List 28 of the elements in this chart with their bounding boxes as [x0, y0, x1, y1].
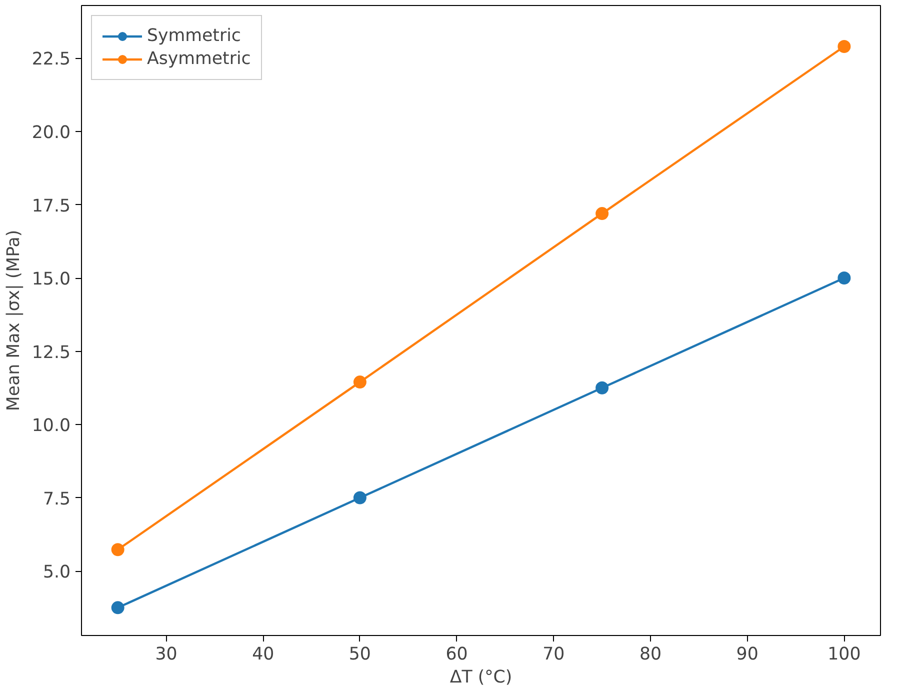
point — [111, 543, 124, 556]
y-tick-label: 20.0 — [32, 123, 71, 143]
y-tick-label: 22.5 — [32, 50, 71, 70]
y-tick-label: 15.0 — [32, 270, 71, 290]
legend-label: Symmetric — [147, 26, 241, 46]
point — [596, 207, 609, 220]
y-tick-label: 17.5 — [32, 196, 71, 216]
x-tick-label: 30 — [155, 644, 178, 664]
legend-label: Asymmetric — [147, 49, 251, 69]
y-tick-label: 12.5 — [32, 342, 71, 363]
point — [838, 272, 851, 284]
x-tick-label: 90 — [736, 644, 758, 664]
point — [353, 491, 366, 504]
y-tick-label: 10.0 — [32, 416, 71, 436]
point — [353, 376, 366, 389]
y-tick-label: 5.0 — [42, 562, 71, 583]
point — [838, 40, 851, 54]
point — [111, 601, 124, 614]
x-tick-label: 50 — [348, 644, 371, 664]
x-tick-label: 80 — [639, 644, 662, 664]
x-axis-title: ΔT (°C) — [450, 668, 512, 688]
x-tick-label: 60 — [446, 644, 468, 664]
y-axis-title: Mean Max |σx| (MPa) — [4, 230, 24, 412]
x-tick-label: 100 — [828, 644, 861, 664]
x-tick-label: 70 — [542, 644, 565, 664]
point — [596, 381, 609, 394]
x-tick-label: 40 — [252, 644, 274, 664]
y-tick-label: 7.5 — [42, 489, 71, 510]
